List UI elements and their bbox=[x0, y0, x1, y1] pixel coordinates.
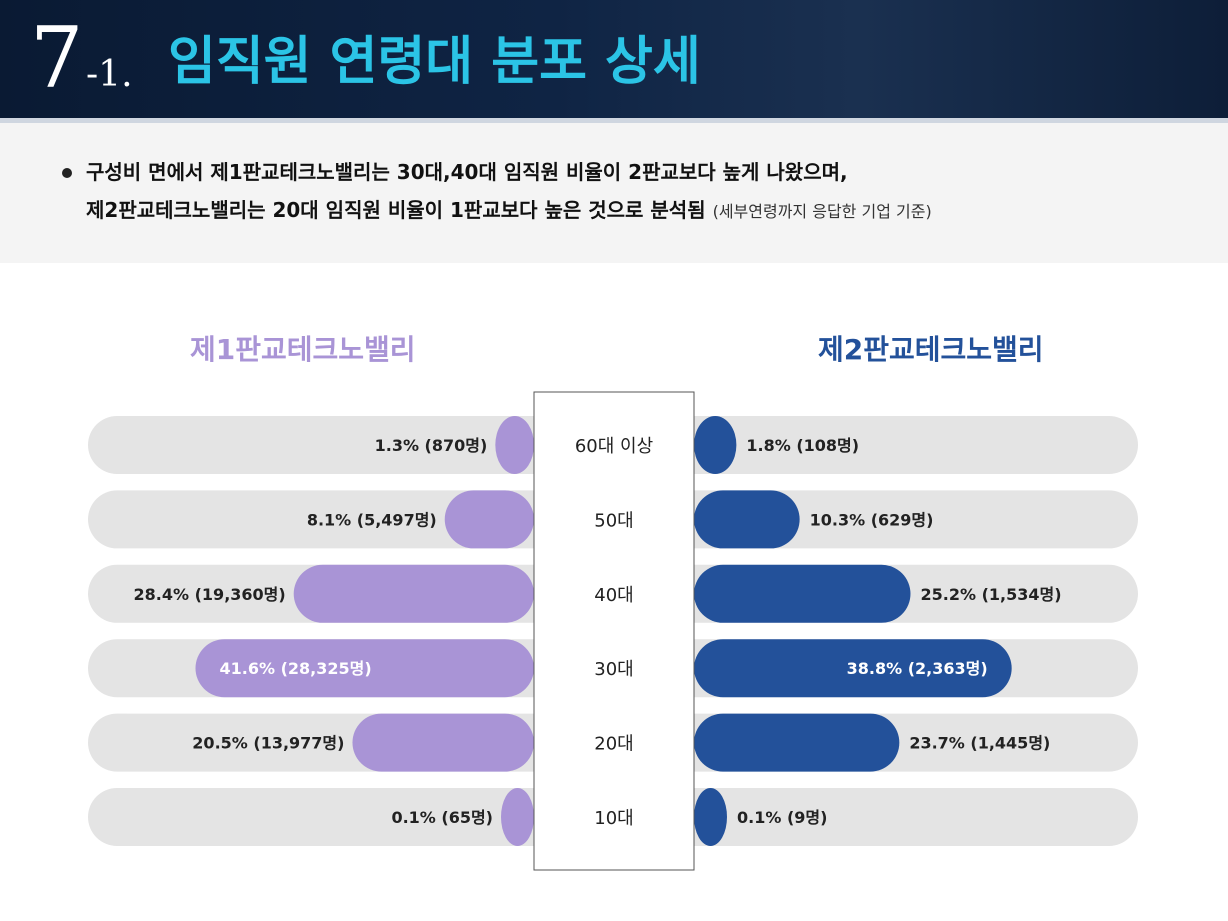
right-bar-2 bbox=[694, 564, 911, 623]
section-number: 7 bbox=[30, 9, 84, 107]
summary-line-2: 제2판교테크노밸리는 20대 임직원 비율이 1판교보다 높은 것으로 분석됨 … bbox=[86, 196, 932, 226]
section-subnumber: -1. bbox=[86, 54, 133, 95]
summary-line-1: 구성비 면에서 제1판교테크노밸리는 30대,40대 임직원 비율이 2판교보다… bbox=[86, 160, 848, 184]
header-banner bbox=[0, 0, 1228, 118]
right-value-label-2: 25.2% (1,534명) bbox=[920, 585, 1061, 604]
right-series-title: 제2판교테크노밸리 bbox=[818, 333, 1044, 366]
left-series-title: 제1판교테크노밸리 bbox=[190, 333, 416, 366]
left-value-label-0: 1.3% (870명) bbox=[375, 436, 488, 455]
left-bar-2 bbox=[293, 564, 534, 623]
left-value-label-5: 0.1% (65명) bbox=[391, 808, 493, 827]
category-label-5: 10대 bbox=[594, 808, 633, 829]
left-bar-0 bbox=[495, 416, 534, 474]
right-bar-3 bbox=[694, 639, 1012, 698]
left-bar-4 bbox=[352, 713, 534, 772]
left-value-label-1: 8.1% (5,497명) bbox=[307, 510, 437, 529]
header-divider bbox=[0, 118, 1228, 123]
right-value-label-0: 1.8% (108명) bbox=[746, 436, 859, 455]
left-value-label-2: 28.4% (19,360명) bbox=[134, 585, 286, 604]
summary-line-2-text: 제2판교테크노밸리는 20대 임직원 비율이 1판교보다 높은 것으로 분석됨 bbox=[86, 198, 706, 222]
category-label-2: 40대 bbox=[594, 585, 633, 606]
right-value-label-3: 38.8% (2,363명) bbox=[847, 659, 988, 678]
right-bar-0 bbox=[694, 416, 737, 474]
summary-box bbox=[0, 123, 1228, 263]
category-label-3: 30대 bbox=[594, 659, 633, 680]
left-value-label-4: 20.5% (13,977명) bbox=[192, 734, 344, 753]
category-label-4: 20대 bbox=[594, 734, 633, 755]
bullet-icon bbox=[62, 168, 72, 178]
left-bar-5 bbox=[501, 788, 534, 846]
category-label-1: 50대 bbox=[594, 510, 633, 531]
right-value-label-1: 10.3% (629명) bbox=[810, 510, 934, 529]
right-value-label-5: 0.1% (9명) bbox=[737, 808, 827, 827]
left-bar-3 bbox=[195, 639, 534, 698]
left-value-label-3: 41.6% (28,325명) bbox=[219, 659, 371, 678]
right-value-label-4: 23.7% (1,445명) bbox=[909, 734, 1050, 753]
right-bar-5 bbox=[694, 788, 727, 846]
category-label-0: 60대 이상 bbox=[575, 436, 653, 457]
right-bar-1 bbox=[694, 490, 800, 549]
category-box bbox=[533, 391, 695, 871]
summary-note: (세부연령까지 응답한 기업 기준) bbox=[712, 202, 932, 221]
page-title: 임직원 연령대 분포 상세 bbox=[168, 32, 701, 92]
right-bar-4 bbox=[694, 713, 900, 772]
left-bar-1 bbox=[444, 490, 534, 549]
